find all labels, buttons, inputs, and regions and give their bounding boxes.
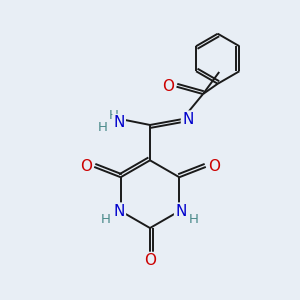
Text: N: N [182,112,194,127]
Text: H: H [98,122,108,134]
Text: N: N [113,115,125,130]
Text: O: O [80,159,92,174]
Text: H: H [100,213,110,226]
Text: H: H [189,213,199,226]
Text: H: H [109,109,119,122]
Text: O: O [144,253,156,268]
Text: N: N [175,204,187,219]
Text: O: O [208,159,220,174]
Text: O: O [162,79,174,94]
Text: N: N [113,204,125,219]
